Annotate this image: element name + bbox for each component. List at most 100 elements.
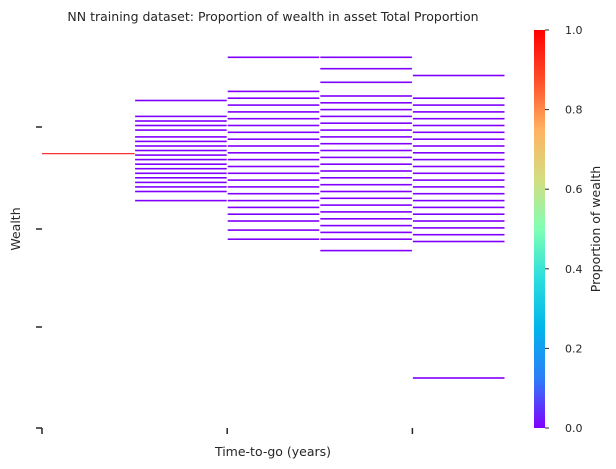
heatmap-cell	[135, 124, 227, 127]
heatmap-cell	[227, 97, 320, 99]
heatmap-cell	[412, 138, 505, 140]
colorbar-tick-label: 0.8	[565, 104, 583, 117]
heatmap-cell	[412, 233, 505, 236]
heatmap-cell	[412, 186, 505, 188]
heatmap-cell	[320, 81, 412, 84]
colorbar-tick-label: 1.0	[565, 24, 583, 37]
heatmap-cell	[320, 170, 412, 172]
heatmap-cell	[135, 190, 227, 193]
heatmap-cell	[320, 108, 412, 111]
heatmap-cell	[320, 224, 412, 227]
heatmap-cell	[42, 153, 135, 155]
heatmap-cell	[227, 179, 320, 181]
heatmap-cell	[412, 117, 505, 120]
heatmap-cell	[227, 90, 320, 93]
heatmap-cell	[135, 181, 227, 184]
colorbar-ticks: 0.0 0.2 0.4 0.6 0.8 1.0	[545, 24, 583, 435]
heatmap-cell	[135, 199, 227, 202]
heatmap-cell	[227, 186, 320, 188]
heatmap-cell	[227, 131, 320, 134]
heatmap-cell	[320, 218, 412, 220]
heatmap-cell	[135, 172, 227, 175]
heatmap-cell	[412, 165, 505, 168]
heatmap-cell	[320, 95, 412, 97]
heatmap-cell	[320, 231, 412, 234]
heatmap-cell	[412, 124, 505, 127]
heatmap-cell	[227, 229, 320, 231]
heatmap-cell	[412, 377, 505, 379]
heatmap-cell	[320, 156, 412, 159]
heatmap-cell	[135, 158, 227, 161]
heatmap-cell	[320, 183, 412, 186]
heatmap-cell	[227, 192, 320, 195]
heatmap-column	[227, 56, 320, 240]
heatmap-cell	[320, 129, 412, 131]
heatmap-cell	[320, 122, 412, 124]
heatmap-cell	[227, 104, 320, 106]
colorbar-tick-label: 0.6	[565, 183, 583, 196]
heatmap-cell	[412, 172, 505, 175]
heatmap-cell	[227, 117, 320, 120]
heatmap-cell	[412, 145, 505, 147]
heatmap-cell	[135, 136, 227, 138]
heatmap-cell	[320, 136, 412, 138]
y-axis-label: Wealth	[8, 207, 23, 250]
heatmap-cell	[412, 199, 505, 202]
y-ticks	[36, 126, 42, 429]
heatmap-cell	[412, 220, 505, 222]
heatmap-column	[320, 56, 412, 252]
heatmap-cell	[227, 213, 320, 215]
heatmap-cell	[412, 206, 505, 209]
heatmap-cell	[320, 238, 412, 240]
heatmap-cell	[320, 56, 412, 59]
heatmap-cell	[227, 152, 320, 154]
heatmap-cell	[320, 67, 412, 70]
heatmap-cell	[135, 129, 227, 131]
heatmap-cell	[227, 138, 320, 140]
colorbar-tick-label: 0.4	[565, 263, 583, 276]
heatmap-cell	[412, 158, 505, 161]
heatmap-cell	[135, 149, 227, 152]
x-ticks	[41, 428, 414, 434]
heatmap-cell	[320, 177, 412, 179]
colorbar	[534, 30, 545, 428]
colorbar-label: Proportion of wealth	[588, 166, 603, 292]
heatmap-cell	[227, 111, 320, 113]
heatmap-cell	[135, 115, 227, 118]
heatmap-cell	[412, 179, 505, 181]
heatmap-cell	[135, 154, 227, 156]
heatmap-cell	[135, 177, 227, 179]
heatmap-cell	[412, 104, 505, 106]
heatmap-cell	[320, 249, 412, 252]
heatmap-cell	[320, 149, 412, 152]
heatmap-cell	[320, 115, 412, 118]
colorbar-tick-label: 0.0	[565, 422, 583, 435]
heatmap-cell	[320, 197, 412, 200]
heatmap-cell	[412, 240, 505, 243]
heatmap-column	[135, 99, 227, 202]
heatmap-cell	[227, 238, 320, 240]
heatmap-cell	[227, 165, 320, 168]
heatmap-column	[42, 153, 135, 155]
heatmap-cell	[320, 163, 412, 165]
heatmap-cell	[412, 74, 505, 77]
heatmap-cell	[320, 204, 412, 206]
plot-area	[42, 56, 505, 379]
heatmap-cell	[320, 211, 412, 213]
chart-title: NN training dataset: Proportion of wealt…	[67, 9, 478, 24]
heatmap-cell	[227, 220, 320, 222]
heatmap-cell	[412, 97, 505, 99]
heatmap-cell	[135, 120, 227, 122]
heatmap-cell	[412, 131, 505, 134]
colorbar-tick-label: 0.2	[565, 342, 583, 355]
heatmap-cell	[227, 172, 320, 175]
heatmap-cell	[227, 124, 320, 127]
heatmap-cell	[412, 213, 505, 215]
heatmap-cell	[227, 206, 320, 209]
heatmap-cell	[135, 167, 227, 170]
heatmap-cell	[412, 192, 505, 195]
heatmap-cell	[135, 163, 227, 165]
heatmap-cell	[135, 140, 227, 143]
heatmap-cell	[412, 152, 505, 154]
